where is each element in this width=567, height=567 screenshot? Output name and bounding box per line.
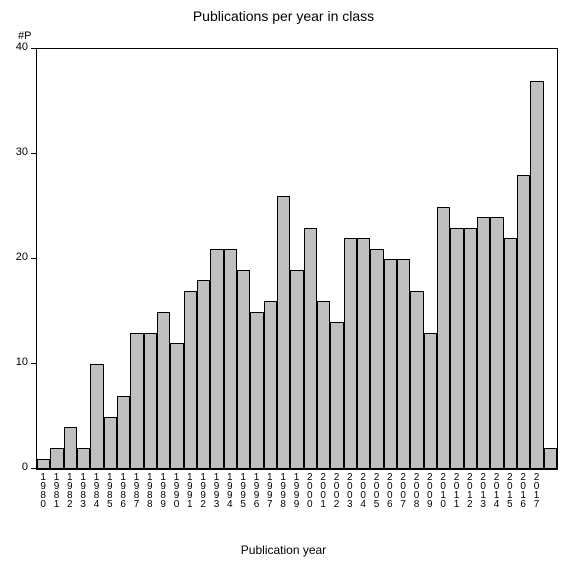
x-tick-label: 1988 [144,472,154,508]
bar [357,238,370,469]
bar [250,312,263,470]
bar [490,217,503,469]
x-tick-label: 2011 [451,472,461,508]
y-tick-mark [31,258,36,259]
bar [290,270,303,470]
x-tick-label: 1989 [158,472,168,508]
x-tick-label: 2003 [344,472,354,508]
y-tick-mark [31,363,36,364]
bar [504,238,517,469]
bar [130,333,143,470]
x-tick-label: 1991 [184,472,194,508]
y-tick-mark [31,48,36,49]
bar [330,322,343,469]
bar [117,396,130,470]
bar [184,291,197,470]
bar [437,207,450,470]
bar [157,312,170,470]
bar [410,291,423,470]
y-tick-label: 30 [16,146,28,158]
x-tick-label: 2002 [331,472,341,508]
x-tick-label: 1990 [171,472,181,508]
bar [264,301,277,469]
x-tick-label: 2013 [478,472,488,508]
x-tick-label: 2004 [358,472,368,508]
chart-title: Publications per year in class [0,8,567,24]
x-tick-label: 1986 [118,472,128,508]
x-tick-label: 1995 [238,472,248,508]
x-tick-label: 1992 [198,472,208,508]
y-tick-mark [31,468,36,469]
bar [477,217,490,469]
x-axis-title: Publication year [0,543,567,557]
bar [237,270,250,470]
bar [210,249,223,470]
x-tick-label: 1997 [264,472,274,508]
y-tick-label: 0 [22,461,28,473]
x-tick-label: 1998 [278,472,288,508]
bar [424,333,437,470]
x-tick-label: 1980 [38,472,48,508]
bar [530,81,543,470]
bar [344,238,357,469]
bar [50,448,63,469]
x-tick-label: 2012 [464,472,474,508]
x-tick-label: 2009 [424,472,434,508]
x-tick-label: 1996 [251,472,261,508]
x-tick-label: 2006 [384,472,394,508]
y-tick-label: 20 [16,251,28,263]
bar [197,280,210,469]
x-tick-label: 2014 [491,472,501,508]
x-tick-label: 2005 [371,472,381,508]
bar [37,459,50,470]
x-tick-label: 2000 [304,472,314,508]
bar [384,259,397,469]
bar [517,175,530,469]
bar [277,196,290,469]
x-tick-label: 1981 [51,472,61,508]
bar [77,448,90,469]
y-tick-label: 10 [16,356,28,368]
bar [450,228,463,470]
x-tick-label: 1982 [64,472,74,508]
x-tick-label: 2017 [531,472,541,508]
bar [397,259,410,469]
x-tick-label: 1993 [211,472,221,508]
bar [170,343,183,469]
bar [64,427,77,469]
bar [144,333,157,470]
x-tick-label: 1999 [291,472,301,508]
plot-area [36,48,558,470]
bar [464,228,477,470]
bar [224,249,237,470]
bar [90,364,103,469]
x-tick-label: 1985 [104,472,114,508]
x-tick-label: 2015 [504,472,514,508]
x-tick-label: 1984 [91,472,101,508]
x-tick-label: 1994 [224,472,234,508]
bar [317,301,330,469]
x-tick-label: 2016 [518,472,528,508]
bar [304,228,317,470]
bar [370,249,383,470]
x-tick-label: 2008 [411,472,421,508]
x-tick-label: 2001 [318,472,328,508]
x-tick-label: 1987 [131,472,141,508]
x-tick-label: 2007 [398,472,408,508]
bar [544,448,557,469]
bar [104,417,117,470]
x-tick-label: 1983 [78,472,88,508]
y-tick-mark [31,153,36,154]
y-tick-label: 40 [16,41,28,53]
chart-container: Publications per year in class #P Public… [0,0,567,567]
x-tick-label: 2010 [438,472,448,508]
